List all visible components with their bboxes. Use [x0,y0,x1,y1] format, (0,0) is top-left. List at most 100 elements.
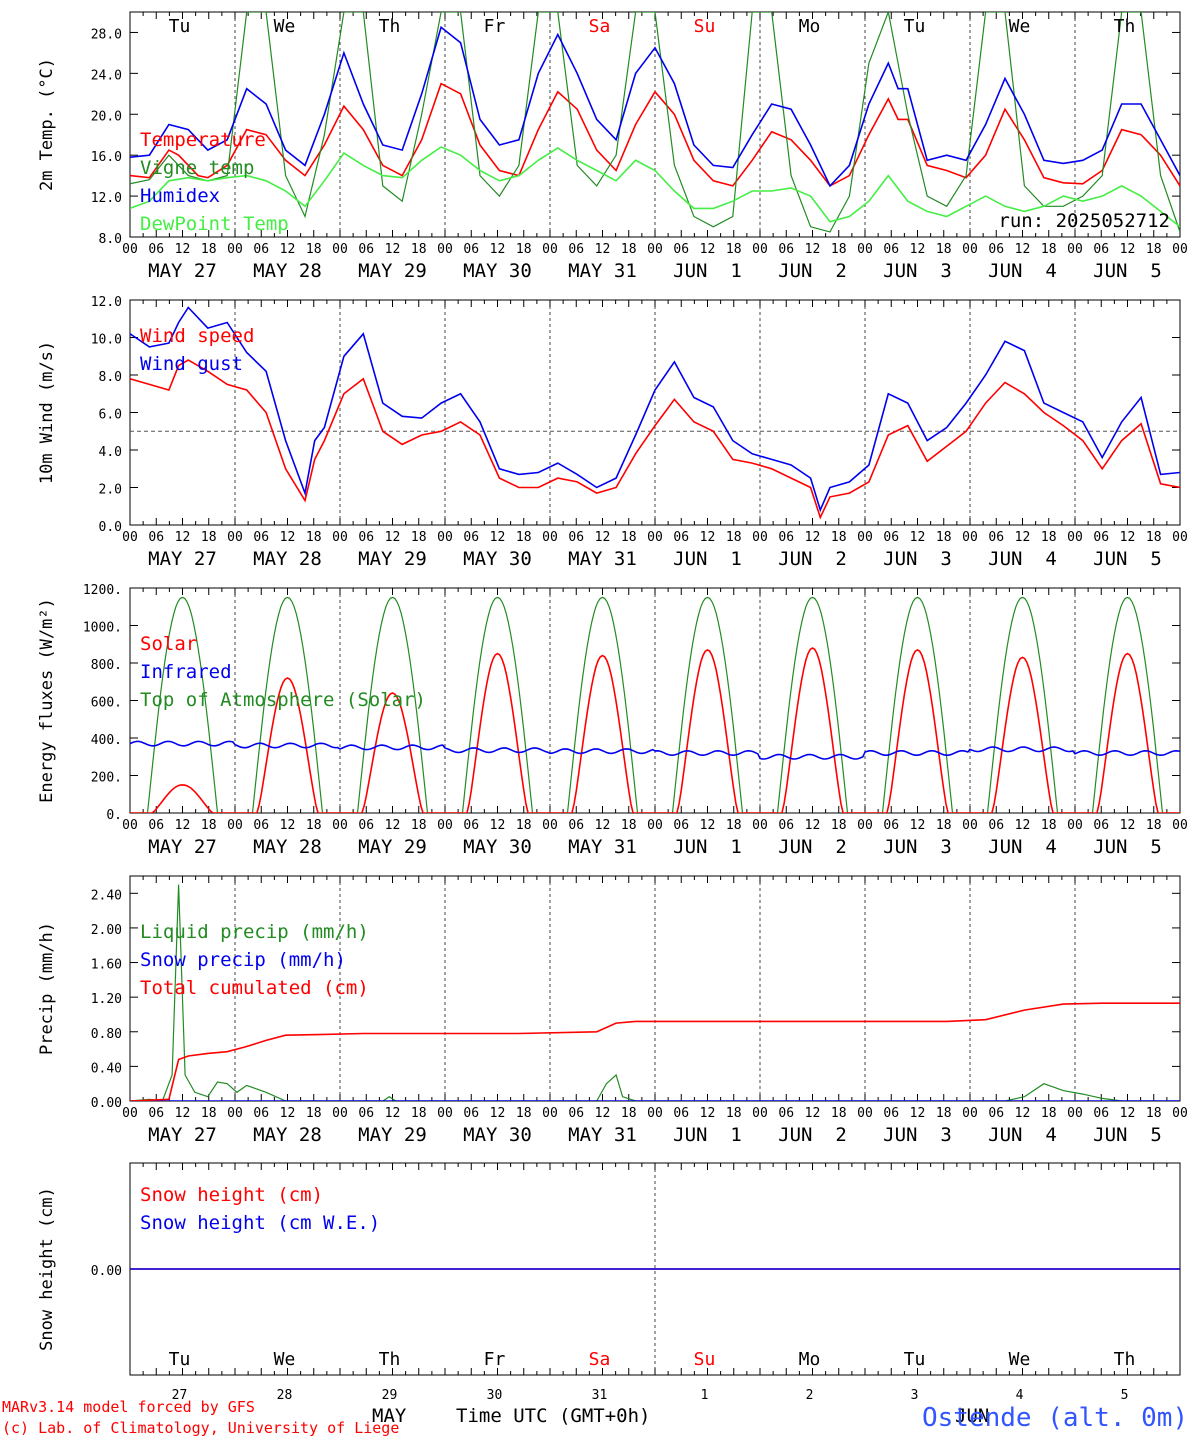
hour-tick-label: 18 [831,818,847,833]
hour-tick-label: 06 [1093,242,1109,257]
panel-2: 0.0 2.0 4.0 6.0 8.0 10.0 12.0 10m Wind (m/s) 00 0… [37,295,1188,570]
day-name-label: Tu [169,1349,191,1370]
hour-tick-label: 18 [621,242,637,257]
hour-tick-label: 12 [1015,818,1031,833]
date-label: MAY 28 [253,836,322,858]
day-name-label: Mo [799,16,821,37]
date-label: JUN 5 [1093,1124,1162,1146]
hour-tick-label: 18 [831,242,847,257]
hour-tick-label: 18 [306,242,322,257]
y-axis-title: 10m Wind (m/s) [37,341,57,484]
hour-tick-label: 12 [805,818,821,833]
date-label: MAY 29 [358,836,427,858]
hour-tick-label: 00 [752,1106,768,1121]
legend-entry: Vigne temp [140,157,254,179]
hour-tick-label: 06 [358,1106,374,1121]
hour-tick-label: 06 [253,530,269,545]
day-name-label: We [1009,16,1031,37]
hour-tick-label: 12 [175,242,191,257]
hour-tick-label: 06 [568,818,584,833]
y-tick-label: 800. [91,658,122,673]
series-dewpoint-temp [130,146,1180,228]
day-name-label: Sa [589,16,611,37]
hour-tick-label: 18 [621,1106,637,1121]
date-label: MAY 27 [148,1124,217,1146]
hour-tick-label: 12 [385,818,401,833]
hour-tick-label: 18 [621,530,637,545]
hour-tick-label: 06 [1093,818,1109,833]
y-tick-label: 0.0 [99,520,122,535]
date-label: MAY 30 [463,548,532,570]
day-name-label: Fr [484,16,506,37]
date-label: JUN 3 [883,836,952,858]
hour-tick-label: 06 [253,818,269,833]
legend-entry: Liquid precip (mm/h) [140,921,369,943]
series-temperature [130,82,1180,187]
solar-line [130,647,1180,813]
hour-tick-label: 12 [1015,530,1031,545]
hour-tick-label: 06 [463,242,479,257]
hour-tick-label: 18 [1041,818,1057,833]
hour-tick-label: 12 [1015,242,1031,257]
hour-tick-label: 12 [595,242,611,257]
hour-tick-label: 18 [1146,818,1162,833]
hour-tick-label: 06 [1093,530,1109,545]
y-tick-label: 0.00 [91,1264,122,1279]
legend-entry: Snow height (cm) [140,1184,323,1206]
hour-tick-label: 06 [778,242,794,257]
station-name: Ostende (alt. 0m) [922,1403,1188,1433]
hour-tick-label: 06 [148,818,164,833]
legend-entry: DewPoint Temp [140,213,289,235]
hour-tick-label: 12 [595,818,611,833]
legend-entry: Infrared [140,661,232,683]
y-tick-label: 20.0 [91,109,122,124]
day-number-label: 4 [1016,1388,1024,1403]
panel-1: 8.0 12.0 16.0 20.0 24.0 28.0 2m Temp. (°C) 00 06… [37,11,1188,282]
hour-tick-label: 18 [1041,1106,1057,1121]
day-name-label: Th [1114,1349,1136,1370]
date-label: MAY 29 [358,1124,427,1146]
hour-tick-label: 12 [1015,1106,1031,1121]
date-label: MAY 27 [148,548,217,570]
time-axis-title: Time UTC (GMT+0h) [456,1405,650,1427]
date-label: JUN 5 [1093,548,1162,570]
hour-tick-label: 18 [936,242,952,257]
hour-tick-label: 12 [1120,1106,1136,1121]
hour-tick-label: 06 [1093,1106,1109,1121]
date-label: JUN 3 [883,260,952,282]
hour-tick-label: 00 [332,818,348,833]
day-number-label: 1 [701,1388,709,1403]
plot-frame [129,299,1181,526]
hour-tick-label: 12 [175,818,191,833]
series-wind-speed [130,359,1180,520]
hour-tick-label: 12 [595,1106,611,1121]
day-name-label: Th [379,16,401,37]
hour-tick-label: 06 [673,1106,689,1121]
day-name-label: Sa [589,1349,611,1370]
day-number-label: 2 [806,1388,814,1403]
hour-tick-label: 00 [227,1106,243,1121]
hour-tick-label: 00 [227,818,243,833]
y-tick-label: 200. [91,771,122,786]
date-label: MAY 31 [568,1124,637,1146]
hour-tick-label: 12 [175,1106,191,1121]
date-label: JUN 3 [883,548,952,570]
day-number-label: 5 [1121,1388,1129,1403]
hour-tick-label: 06 [358,818,374,833]
hour-tick-label: 18 [516,1106,532,1121]
hour-tick-label: 06 [358,530,374,545]
legend-entry: Solar [140,633,197,655]
hour-tick-label: 18 [201,242,217,257]
hour-tick-label: 18 [1041,530,1057,545]
hour-tick-label: 00 [122,818,138,833]
hour-tick-label: 18 [411,242,427,257]
legend-entry: Humidex [140,185,220,207]
y-tick-label: 4.0 [99,445,122,460]
hour-tick-label: 18 [1146,1106,1162,1121]
hour-tick-label: 18 [516,242,532,257]
hour-tick-label: 18 [306,1106,322,1121]
hour-tick-label: 12 [700,818,716,833]
hour-tick-label: 00 [962,530,978,545]
date-label: JUN 4 [988,548,1057,570]
